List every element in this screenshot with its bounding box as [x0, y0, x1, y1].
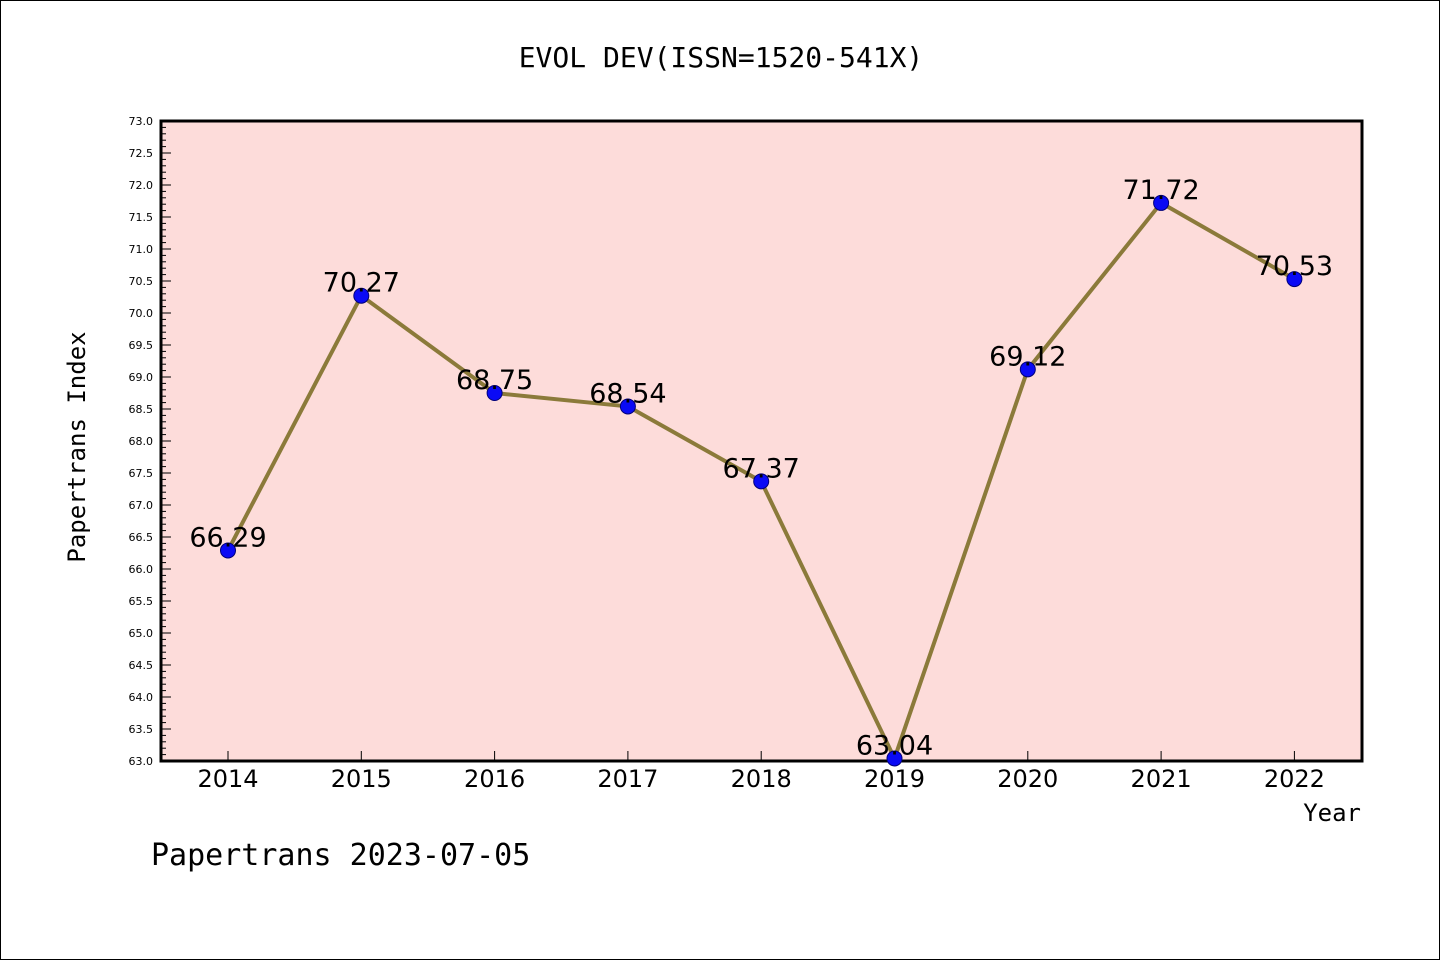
y-tick-label: 65.5 [129, 595, 154, 608]
chart-title: EVOL DEV(ISSN=1520-541X) [519, 41, 924, 74]
data-label: 70.27 [323, 268, 400, 299]
data-label: 70.53 [1256, 251, 1333, 282]
x-tick-label: 2019 [864, 765, 925, 793]
y-tick-label: 64.0 [129, 691, 154, 704]
y-tick-label: 67.0 [129, 499, 154, 512]
y-tick-label: 69.0 [129, 371, 154, 384]
data-point [1153, 194, 1170, 211]
plot-area [159, 119, 1364, 763]
data-point [1019, 361, 1036, 378]
data-point [1286, 271, 1303, 288]
y-tick-label: 72.0 [129, 179, 154, 192]
y-axis: 63.0 63.5 64.0 64.5 65.0 65.5 66.0 66.5 67.0 67.5… [129, 115, 171, 768]
data-label: 63.04 [856, 730, 933, 761]
y-tick-label: 71.0 [129, 243, 154, 256]
y-tick-label: 70.0 [129, 307, 154, 320]
x-tick-label: 2014 [197, 765, 258, 793]
x-axis: 2014 2015 2016 2017 2018 2019 2020 2021 2022 [197, 751, 1325, 793]
data-point [486, 385, 503, 401]
y-tick-label: 72.5 [129, 147, 154, 160]
y-axis-label: Papertrans Index [63, 331, 91, 562]
x-tick-label: 2020 [997, 765, 1058, 793]
x-tick-label: 2022 [1264, 765, 1325, 793]
y-tick-label: 66.5 [129, 531, 154, 544]
data-label-group: 66.29 70.27 68.75 68.54 67.37 63.04 69.12 71.72… [189, 175, 1333, 762]
x-axis-label: Year [1303, 799, 1361, 827]
y-tick-label: 67.5 [129, 467, 154, 480]
footer-watermark: Papertrans 2023-07-05 [151, 838, 530, 873]
y-tick-label: 63.5 [129, 723, 154, 736]
x-tick-label: 2018 [731, 765, 792, 793]
data-label: 68.54 [589, 378, 666, 409]
data-label: 68.75 [456, 365, 533, 396]
y-tick-label: 64.5 [129, 659, 154, 672]
y-tick-label: 68.5 [129, 403, 154, 416]
data-point [220, 542, 236, 559]
y-tick-label: 73.0 [129, 115, 154, 128]
series-line-group [220, 194, 1303, 767]
data-label: 66.29 [189, 522, 266, 553]
data-point [619, 398, 636, 415]
y-tick-label: 69.5 [129, 339, 154, 352]
y-tick-label: 71.5 [129, 211, 154, 224]
data-label: 67.37 [723, 453, 800, 484]
x-tick-label: 2017 [597, 765, 658, 793]
x-tick-label: 2016 [464, 765, 525, 793]
y-tick-label: 66.0 [129, 563, 154, 576]
y-tick-label: 65.0 [129, 627, 154, 640]
data-point [886, 750, 903, 767]
x-tick-label: 2021 [1131, 765, 1192, 793]
data-point [353, 287, 370, 304]
y-tick-label: 68.0 [129, 435, 154, 448]
y-tick-label: 70.5 [129, 275, 154, 288]
data-label: 71.72 [1122, 175, 1199, 206]
y-tick-label: 63.0 [129, 755, 154, 768]
x-tick-label: 2015 [331, 765, 392, 793]
data-point [753, 473, 770, 490]
data-label: 69.12 [989, 341, 1066, 372]
